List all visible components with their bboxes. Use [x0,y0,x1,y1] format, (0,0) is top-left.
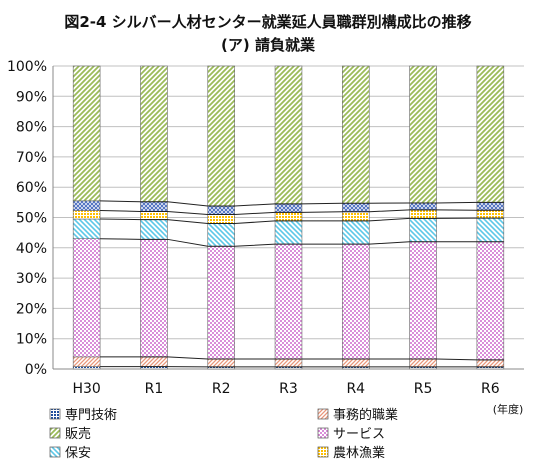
bar-segment [72,210,101,220]
x-axis-ticks: H30 R1 R2 R3 R4 R5 R6 [72,381,499,397]
bar-segment [476,359,505,368]
bar-segment [72,238,101,358]
x-tick-label: R2 [212,381,231,397]
bar-segment [342,202,370,213]
legend-label: 保安 [65,446,91,461]
bar-segment [342,220,370,245]
y-tick-label: 50% [16,211,47,227]
bar-segment [409,241,437,360]
bar-segment [409,218,437,243]
series-connector-lines [100,200,504,368]
legend-label: 専門技術 [65,408,117,423]
bar-segment [140,356,168,367]
bar-segment [72,200,101,211]
bar-segment [140,201,168,212]
legend-label: 事務的職業 [333,407,398,423]
bar-segment [476,209,505,219]
series-connector [100,356,504,361]
bar-segment [274,358,303,368]
y-tick-label: 100% [7,59,47,75]
bar-segment [342,243,370,360]
bar-segment [476,217,505,243]
y-tick-label: 40% [16,241,47,257]
x-tick-label: R1 [145,381,164,397]
bar-segment [207,245,235,360]
bar-segment [342,65,370,204]
legend-label: 農林漁業 [333,445,385,461]
x-axis-unit: (年度) [493,402,524,416]
x-tick-label: R4 [346,381,365,397]
legend-swatch [49,427,61,439]
x-tick-label: R3 [279,381,298,397]
y-tick-label: 80% [16,120,47,136]
bar-segment [72,218,101,240]
legend-swatch [49,446,61,458]
series-connector [100,200,504,207]
y-tick-label: 10% [16,332,47,348]
legend-label: サービス [333,427,385,442]
bar-segment [274,203,303,213]
bar-segment [476,241,505,361]
bar-segment [476,65,505,203]
bar-segment [274,220,303,245]
y-tick-label: 60% [16,180,47,196]
bar-stacks [72,65,505,370]
bar-segment [342,211,370,222]
y-tick-label: 30% [16,271,47,287]
series-connector [100,238,504,247]
bar-segment [409,209,437,219]
bar-segment [140,239,168,358]
legend-swatch [317,446,329,458]
bar-segment [140,219,168,240]
y-axis-ticks: 0% 10% 20% 30% 40% 50% 60% 70% 80% 90% 100% [7,59,47,378]
legend-swatch [317,408,329,420]
bar-segment [342,358,370,368]
legend-swatch [317,427,329,439]
bar-segment [140,65,168,203]
x-tick-label: R5 [414,381,433,397]
legend-swatch [49,408,61,420]
bar-segment [207,205,235,215]
x-tick-label: R6 [481,381,500,397]
bar-segment [72,65,101,202]
bar-segment [274,65,303,205]
bar-segment [207,223,235,247]
y-tick-label: 0% [25,362,47,378]
chart-title: 図2-4 シルバー人材センター就業延人員職群別構成比の推移 [64,13,471,31]
bar-segment [274,243,303,360]
y-tick-label: 20% [16,301,47,317]
bar-segment [409,358,437,368]
bar-segment [72,356,101,367]
series-connector [100,217,504,225]
chart-subtitle: (ア) 請負就業 [221,36,316,54]
series-connector [100,209,504,215]
bar-segment [476,202,505,211]
bar-segment [207,358,235,368]
y-tick-label: 90% [16,89,47,105]
y-tick-label: 70% [16,150,47,166]
bar-segment [409,65,437,204]
x-tick-label: H30 [72,381,100,397]
bar-segment [140,211,168,220]
bar-segment [72,366,101,370]
bar-segment [207,214,235,224]
legend-label: 販売 [65,426,91,442]
bar-segment [409,202,437,211]
bar-segment [207,65,235,207]
bar-segment [274,212,303,222]
